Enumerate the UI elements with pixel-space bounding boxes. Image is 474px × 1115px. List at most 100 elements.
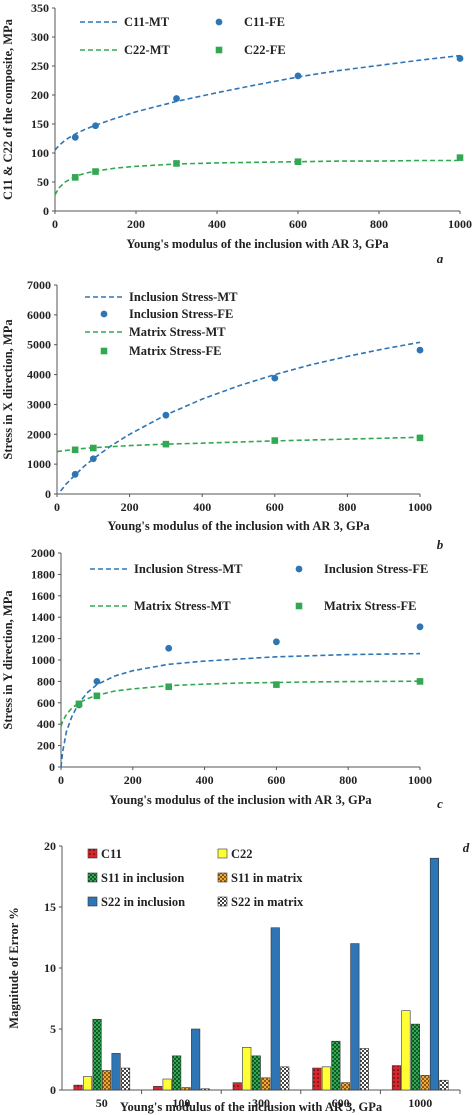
- legend-label: Inclusion Stress-FE: [324, 562, 428, 576]
- y-tick-label: 7000: [27, 278, 51, 292]
- bar: [359, 1048, 369, 1091]
- legend-label: C11-FE: [244, 15, 285, 29]
- legend-swatch: [87, 896, 98, 907]
- y-tick-label: 100: [31, 146, 49, 160]
- legend-entry: S22 in matrix: [217, 895, 304, 909]
- x-tick-label: 600: [289, 217, 307, 231]
- data-point: [165, 644, 173, 652]
- data-point: [71, 446, 79, 454]
- chart-panel-a: 0 50 100 150 200 250 300 350 0 200 400 600 800 1000 Yo…: [1, 1, 472, 266]
- x-tick-label: 0: [58, 773, 64, 787]
- legend-label: C22-MT: [124, 43, 170, 57]
- x-tick-label: 400: [193, 500, 211, 514]
- y-tick-label: 200: [37, 739, 55, 753]
- series-matrix-stress-mt: [56, 436, 421, 453]
- legend-swatch: [295, 565, 303, 573]
- panel-label: d: [463, 840, 470, 855]
- x-axis-label: Young's modulus of the inclusion with AR…: [107, 519, 370, 533]
- series-line: [56, 436, 421, 453]
- bar: [280, 1066, 290, 1091]
- data-point: [273, 638, 280, 646]
- data-point: [456, 154, 464, 161]
- bar: [401, 1010, 411, 1091]
- legend-entry: Inclusion Stress-MT: [90, 562, 243, 576]
- bar: [420, 1075, 430, 1091]
- data-point: [294, 158, 302, 165]
- bar: [73, 1084, 83, 1091]
- legend-swatch: [87, 848, 98, 859]
- y-tick-label: 300: [31, 30, 49, 44]
- legend-entry: C11-MT: [80, 15, 170, 29]
- legend-entry: C11: [87, 847, 122, 861]
- bar: [121, 1067, 131, 1091]
- x-tick-label: 300: [252, 1096, 270, 1110]
- legend-label: Inclusion Stress-MT: [129, 290, 238, 304]
- bar: [83, 1076, 93, 1091]
- x-tick-label: 50: [96, 1096, 108, 1110]
- x-tick-label: 100: [172, 1096, 190, 1110]
- data-point: [416, 346, 424, 354]
- data-point: [416, 623, 424, 631]
- series-s22-in-inclusion: [111, 857, 440, 1091]
- y-tick-label: 2000: [27, 427, 51, 441]
- data-point: [173, 95, 180, 102]
- legend-label: Matrix Stress-MT: [129, 325, 226, 339]
- legend-entry: C22-FE: [215, 43, 286, 57]
- y-tick-label: 15: [44, 900, 56, 914]
- series-matrix-stress-fe: [75, 678, 424, 708]
- data-point: [294, 72, 302, 80]
- data-point: [92, 168, 99, 175]
- series-c11-mt: [54, 54, 461, 151]
- data-point: [162, 411, 170, 419]
- series-s11-in-matrix: [102, 1070, 430, 1091]
- series-line: [54, 159, 460, 196]
- legend-entry: C22-MT: [80, 43, 170, 57]
- legend-entry: Matrix Stress-MT: [85, 325, 226, 339]
- legend-label: C11-MT: [124, 15, 170, 29]
- legend-entry: Matrix Stress-FE: [100, 344, 221, 358]
- series-inclusion-stress-fe: [75, 623, 424, 709]
- series-inclusion-stress-mt: [60, 652, 421, 768]
- legend-swatch: [215, 46, 223, 54]
- legend-entry: Inclusion Stress-FE: [100, 307, 233, 321]
- x-tick-label: 0: [54, 500, 60, 514]
- y-tick-label: 1000: [27, 457, 51, 471]
- x-tick-label: 200: [121, 500, 139, 514]
- bar: [191, 1028, 201, 1091]
- x-tick-label: 1000: [408, 1096, 432, 1110]
- data-point: [416, 434, 424, 442]
- chart-panel-c: 0 200 400 600 800 1000 1200 1400 1600 1800 2000 0 20…: [1, 546, 443, 811]
- series-c11-fe: [71, 55, 464, 141]
- legend-label: S22 in inclusion: [101, 895, 185, 909]
- bar: [181, 1087, 191, 1091]
- y-tick-label: 1600: [31, 589, 55, 603]
- legend-label: C22: [231, 847, 253, 861]
- series-s22-in-matrix: [121, 1048, 449, 1091]
- bar: [153, 1086, 163, 1091]
- x-tick-label: 600: [267, 773, 285, 787]
- legend-label: Inclusion Stress-FE: [129, 307, 233, 321]
- bar: [429, 857, 440, 1091]
- bar: [111, 1053, 121, 1091]
- y-tick-label: 0: [43, 204, 49, 218]
- x-tick-label: 600: [266, 500, 284, 514]
- legend-entry: C11-FE: [215, 15, 285, 29]
- data-point: [93, 692, 101, 700]
- series-line: [54, 54, 461, 151]
- bar: [340, 1082, 350, 1091]
- data-point: [71, 470, 79, 478]
- x-tick-label: 1000: [448, 217, 472, 231]
- bar: [270, 927, 280, 1091]
- x-tick-label: 400: [196, 773, 214, 787]
- y-tick-label: 800: [37, 674, 55, 688]
- series-inclusion-stress-fe: [71, 346, 424, 478]
- series-inclusion-stress-mt: [59, 341, 421, 492]
- bar: [102, 1070, 112, 1091]
- series-line: [60, 680, 421, 727]
- bar: [350, 943, 360, 1091]
- y-tick-label: 50: [37, 175, 49, 189]
- bar: [410, 1023, 421, 1091]
- bar: [242, 1047, 252, 1091]
- series-s11-in-inclusion: [92, 1018, 421, 1091]
